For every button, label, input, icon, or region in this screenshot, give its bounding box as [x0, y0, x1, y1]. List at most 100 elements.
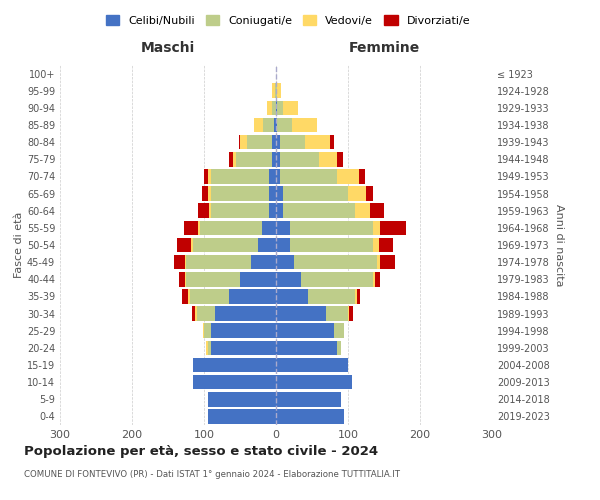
- Bar: [370, 204, 384, 218]
- Bar: [184, 220, 198, 235]
- Bar: [356, 289, 360, 304]
- Text: Popolazione per età, sesso e stato civile - 2024: Popolazione per età, sesso e stato civil…: [24, 445, 378, 458]
- Bar: [326, 306, 348, 321]
- Bar: [274, 118, 276, 132]
- Bar: [233, 152, 236, 166]
- Bar: [355, 204, 370, 218]
- Bar: [247, 135, 272, 150]
- Bar: [182, 289, 188, 304]
- Bar: [276, 358, 348, 372]
- Bar: [240, 272, 276, 286]
- Bar: [276, 100, 277, 115]
- Bar: [197, 306, 215, 321]
- Bar: [366, 186, 373, 201]
- Bar: [355, 289, 356, 304]
- Bar: [208, 169, 211, 184]
- Bar: [191, 238, 193, 252]
- Bar: [276, 84, 277, 98]
- Bar: [211, 340, 276, 355]
- Bar: [380, 220, 406, 235]
- Bar: [337, 340, 341, 355]
- Bar: [374, 272, 380, 286]
- Bar: [174, 255, 185, 270]
- Text: Femmine: Femmine: [349, 40, 419, 54]
- Bar: [211, 204, 269, 218]
- Bar: [276, 255, 294, 270]
- Bar: [240, 135, 247, 150]
- Bar: [272, 100, 276, 115]
- Bar: [349, 306, 353, 321]
- Bar: [269, 169, 276, 184]
- Bar: [373, 272, 374, 286]
- Bar: [211, 186, 269, 201]
- Bar: [206, 340, 208, 355]
- Bar: [290, 220, 373, 235]
- Bar: [294, 255, 377, 270]
- Bar: [188, 289, 190, 304]
- Bar: [211, 324, 276, 338]
- Bar: [348, 186, 366, 201]
- Bar: [239, 135, 240, 150]
- Bar: [276, 238, 290, 252]
- Bar: [373, 238, 379, 252]
- Bar: [258, 238, 276, 252]
- Bar: [292, 118, 317, 132]
- Bar: [208, 392, 276, 406]
- Bar: [277, 84, 281, 98]
- Bar: [272, 84, 275, 98]
- Bar: [236, 152, 272, 166]
- Text: COMUNE DI FONTEVIVO (PR) - Dati ISTAT 1° gennaio 2024 - Elaborazione TUTTITALIA.: COMUNE DI FONTEVIVO (PR) - Dati ISTAT 1°…: [24, 470, 400, 479]
- Bar: [179, 272, 185, 286]
- Bar: [269, 204, 276, 218]
- Bar: [334, 324, 344, 338]
- Bar: [276, 324, 334, 338]
- Bar: [192, 306, 196, 321]
- Bar: [276, 220, 290, 235]
- Bar: [185, 272, 186, 286]
- Bar: [277, 118, 292, 132]
- Bar: [276, 340, 337, 355]
- Bar: [204, 169, 208, 184]
- Text: Maschi: Maschi: [141, 40, 195, 54]
- Bar: [176, 238, 191, 252]
- Bar: [276, 392, 341, 406]
- Bar: [204, 324, 211, 338]
- Bar: [198, 220, 200, 235]
- Bar: [276, 169, 280, 184]
- Bar: [337, 169, 359, 184]
- Bar: [280, 169, 337, 184]
- Bar: [305, 135, 330, 150]
- Bar: [276, 135, 280, 150]
- Bar: [272, 152, 276, 166]
- Bar: [359, 169, 365, 184]
- Bar: [208, 340, 211, 355]
- Bar: [276, 118, 277, 132]
- Bar: [193, 358, 276, 372]
- Bar: [208, 186, 211, 201]
- Bar: [330, 135, 334, 150]
- Bar: [251, 255, 276, 270]
- Bar: [377, 255, 380, 270]
- Bar: [215, 306, 276, 321]
- Bar: [275, 84, 276, 98]
- Bar: [202, 186, 208, 201]
- Bar: [269, 186, 276, 201]
- Bar: [263, 118, 274, 132]
- Bar: [229, 152, 233, 166]
- Bar: [373, 220, 380, 235]
- Bar: [283, 186, 348, 201]
- Bar: [254, 118, 263, 132]
- Bar: [308, 289, 355, 304]
- Bar: [283, 204, 355, 218]
- Bar: [276, 409, 344, 424]
- Bar: [276, 272, 301, 286]
- Bar: [186, 272, 240, 286]
- Bar: [280, 152, 319, 166]
- Bar: [193, 238, 258, 252]
- Bar: [203, 324, 204, 338]
- Bar: [211, 169, 269, 184]
- Bar: [198, 204, 209, 218]
- Bar: [276, 306, 326, 321]
- Bar: [229, 289, 276, 304]
- Bar: [290, 238, 373, 252]
